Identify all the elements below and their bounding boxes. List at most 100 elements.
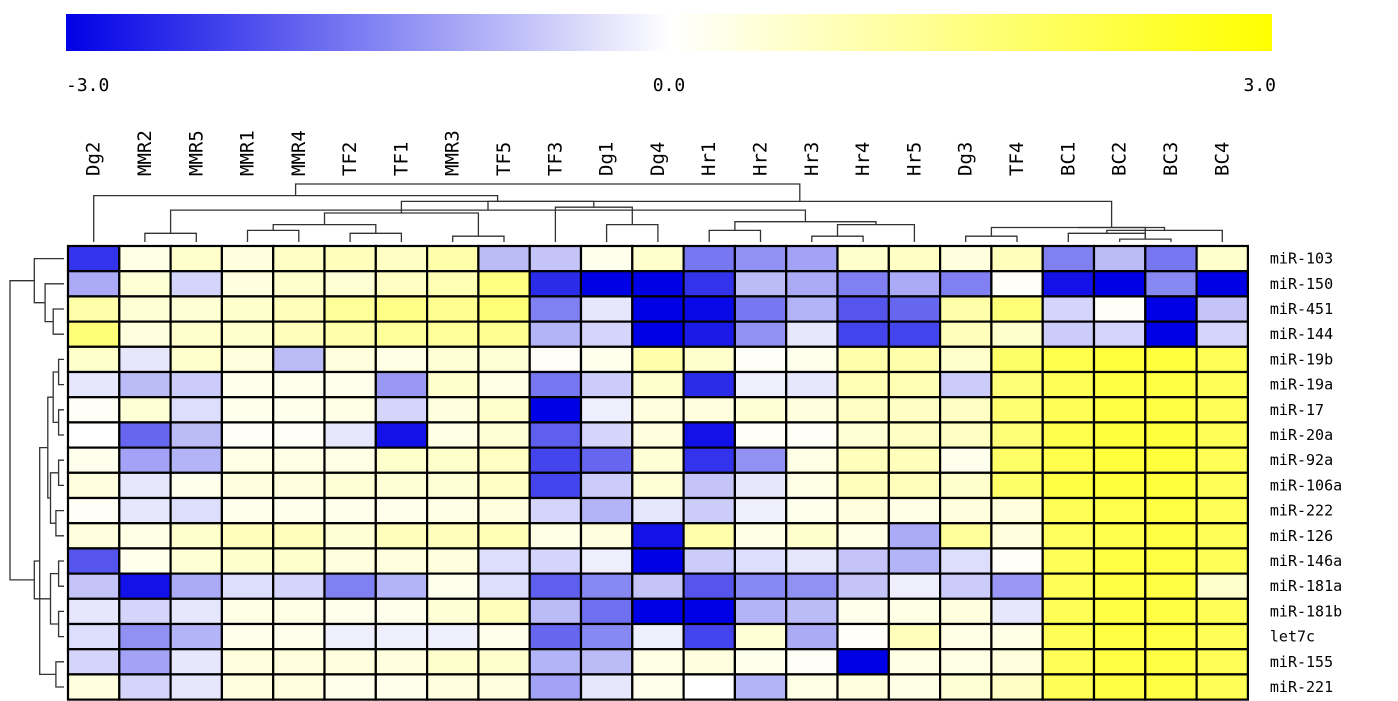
heatmap-cell	[169, 421, 224, 449]
heatmap-cell	[631, 471, 685, 500]
heatmap-cell	[374, 522, 429, 550]
row-label: miR-181b	[1270, 602, 1342, 620]
column-label: BC1	[1057, 142, 1079, 176]
column-label: Dg2	[83, 142, 105, 176]
heatmap-cell	[1092, 421, 1147, 449]
heatmap-cell	[1092, 496, 1147, 525]
heatmap-cell	[66, 471, 121, 500]
heatmap-cell	[528, 244, 583, 273]
heatmap-cell	[323, 345, 377, 374]
heatmap-cell	[1092, 295, 1147, 323]
heatmap-cell	[990, 370, 1044, 399]
heatmap-cell	[887, 295, 942, 323]
row-label: miR-17	[1270, 401, 1324, 419]
heatmap-cell	[477, 421, 531, 449]
heatmap-cell	[1092, 648, 1147, 676]
heatmap-cell	[220, 320, 275, 348]
heatmap-cell	[118, 471, 172, 500]
heatmap-cell	[272, 673, 326, 701]
heatmap-cell	[631, 446, 685, 474]
heatmap-cell	[887, 673, 942, 701]
heatmap-cell	[1041, 648, 1096, 676]
heatmap-cell	[1041, 295, 1096, 323]
heatmap-cell	[169, 396, 224, 424]
heatmap-cell	[118, 673, 172, 701]
heatmap-cell	[426, 547, 480, 575]
heatmap-cell	[836, 320, 890, 348]
heatmap-cell	[220, 471, 275, 500]
heatmap-cell	[118, 648, 172, 676]
heatmap-cell	[836, 244, 890, 273]
heatmap-cell	[682, 421, 736, 449]
heatmap-cell	[426, 345, 480, 374]
column-dendrogram-branch	[965, 235, 1018, 242]
heatmap-cell	[785, 572, 839, 600]
heatmap-cell	[323, 370, 377, 399]
heatmap-cell	[66, 648, 121, 676]
column-dendrogram-branch	[605, 223, 659, 242]
heatmap-cell	[938, 547, 993, 575]
row-labels: miR-103 miR-150 miR-451 miR-144 miR-19b miR-1…	[1270, 250, 1342, 696]
heatmap-cell	[836, 421, 890, 449]
heatmap-cell	[118, 597, 172, 626]
heatmap-cell	[528, 471, 583, 500]
heatmap-cell	[66, 597, 121, 626]
row-label: miR-19a	[1270, 376, 1333, 394]
row-dendrogram-branch	[55, 509, 64, 537]
heatmap-cells	[66, 244, 1249, 701]
heatmap-cell	[1092, 622, 1147, 651]
heatmap-cell	[836, 622, 890, 651]
heatmap-cell	[733, 597, 788, 626]
heatmap-cell	[836, 345, 890, 374]
heatmap-cell	[1144, 547, 1198, 575]
heatmap-cell	[169, 522, 224, 550]
heatmap-cell	[220, 496, 275, 525]
row-label: miR-221	[1270, 678, 1333, 696]
column-label: Dg3	[955, 142, 977, 176]
heatmap-cell	[887, 320, 942, 348]
column-label: BC3	[1160, 142, 1182, 176]
heatmap-cell	[323, 673, 377, 701]
column-label: BC2	[1109, 142, 1131, 176]
row-label: miR-126	[1270, 527, 1333, 545]
row-dendrogram-branch	[57, 459, 64, 487]
heatmap-cell	[887, 471, 942, 500]
heatmap-cell	[528, 597, 583, 626]
heatmap-cell	[272, 522, 326, 550]
heatmap-cell	[272, 370, 326, 399]
heatmap-cell	[1195, 597, 1249, 626]
heatmap-cell	[682, 270, 736, 298]
heatmap-cell	[1144, 572, 1198, 600]
heatmap-cell	[323, 648, 377, 676]
heatmap-cell	[477, 673, 531, 701]
heatmap-cell	[426, 622, 480, 651]
column-label: Dg4	[647, 142, 669, 176]
heatmap-cell	[374, 547, 429, 575]
column-label: MMR3	[442, 130, 464, 176]
column-dendrogram-branch	[811, 235, 864, 242]
heatmap-cell	[1092, 522, 1147, 550]
heatmap-cell	[938, 572, 993, 600]
heatmap-cell	[528, 295, 583, 323]
heatmap-cell	[169, 572, 224, 600]
heatmap-cell	[887, 572, 942, 600]
heatmap-cell	[836, 522, 890, 550]
heatmap-cell	[323, 496, 377, 525]
heatmap-cell	[990, 622, 1044, 651]
heatmap-cell	[374, 345, 429, 374]
heatmap-cell	[426, 446, 480, 474]
heatmap-cell	[733, 320, 788, 348]
heatmap-cell	[1041, 370, 1096, 399]
column-dendrogram-branch	[487, 200, 1113, 228]
heatmap-cell	[1144, 496, 1198, 525]
row-dendrogram-branch	[57, 409, 64, 436]
heatmap-cell	[477, 522, 531, 550]
heatmap-cell	[426, 648, 480, 676]
heatmap-cell	[631, 572, 685, 600]
heatmap-cell	[169, 622, 224, 651]
heatmap-cell	[272, 471, 326, 500]
heatmap-cell	[1195, 648, 1249, 676]
heatmap-cell	[990, 471, 1044, 500]
heatmap-cell	[477, 597, 531, 626]
heatmap-cell	[836, 648, 890, 676]
